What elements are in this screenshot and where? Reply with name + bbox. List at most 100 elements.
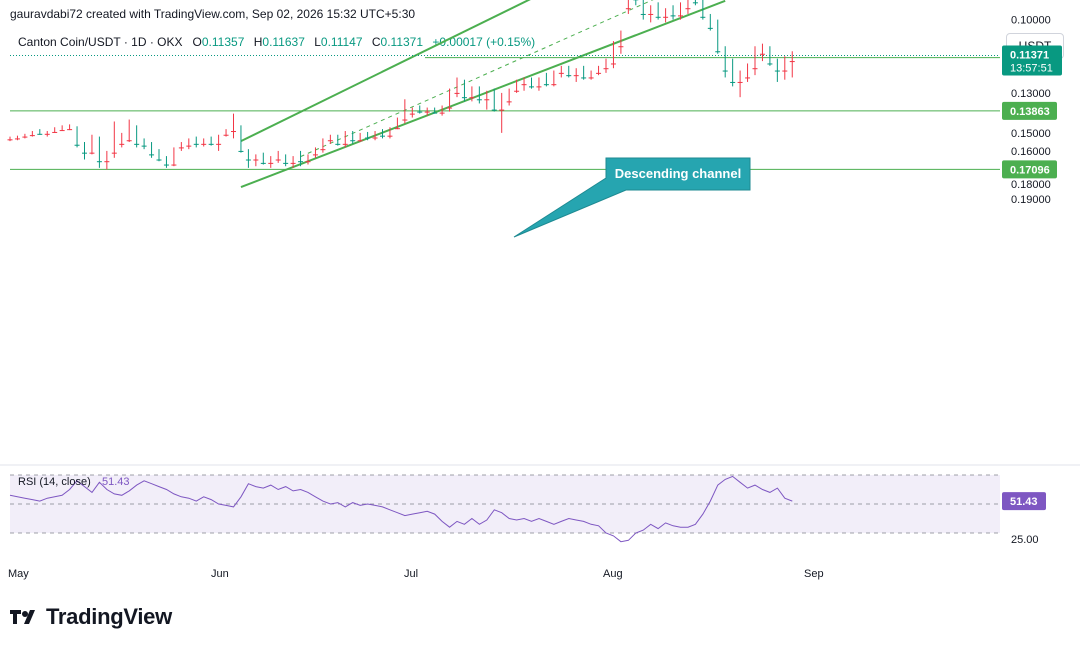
- x-tick-label: Jun: [211, 568, 229, 580]
- candle-body: [312, 154, 318, 156]
- candle-body: [52, 131, 58, 133]
- candle-body: [722, 70, 728, 72]
- candle-body: [119, 143, 125, 145]
- candle-body: [551, 84, 557, 86]
- chart-credit: gauravdabi72 created with TradingView.co…: [10, 7, 416, 21]
- candle-body: [275, 159, 281, 161]
- candle-body: [625, 8, 631, 10]
- candle-body: [14, 138, 20, 140]
- candle-body: [476, 99, 482, 101]
- candle-body: [290, 162, 296, 164]
- price-chart[interactable]: May Jun Jul Aug Sep 0.19000 0.18000 0.16000 0.15…: [0, 0, 1080, 600]
- y-tick-label: 0.15000: [1011, 128, 1051, 140]
- candle-body: [603, 68, 609, 70]
- candle-body: [454, 92, 460, 94]
- candle-body: [327, 140, 333, 142]
- candle-body: [111, 152, 117, 154]
- candle-body: [610, 63, 616, 65]
- candle-body: [566, 75, 572, 77]
- level-price-label: 0.13863: [1010, 106, 1050, 118]
- candle-body: [89, 152, 95, 154]
- rsi-value-inline: 51.43: [102, 476, 130, 488]
- low-label: L: [314, 35, 321, 49]
- candle-body: [461, 97, 467, 99]
- tradingview-logo[interactable]: TradingView: [10, 604, 172, 630]
- high-label: H: [253, 35, 263, 49]
- channel-upper-line: [240, 0, 726, 188]
- candle-body: [707, 27, 713, 29]
- rsi-value-label: 51.43: [1010, 496, 1038, 508]
- last-price-tag: [1002, 45, 1062, 76]
- candle-body: [409, 113, 415, 115]
- candle-body: [521, 84, 527, 86]
- channel-mid-line: [300, 0, 654, 158]
- annotation-text: Descending channel: [615, 166, 741, 181]
- candle-body: [59, 130, 65, 132]
- y-tick-label: 0.18000: [1011, 179, 1051, 191]
- candle-body: [678, 15, 683, 17]
- candle-body: [394, 128, 400, 130]
- rsi-title: RSI (14, close): [18, 476, 91, 488]
- annotation-callout[interactable]: [513, 157, 751, 238]
- candle-body: [82, 152, 87, 154]
- candle-body: [581, 77, 587, 79]
- candle-body: [126, 140, 132, 142]
- candle-body: [387, 135, 393, 137]
- candle-body: [149, 154, 155, 156]
- candle-body: [380, 135, 385, 137]
- candle-body: [141, 145, 147, 147]
- level-price-label: 0.17096: [1010, 164, 1050, 176]
- candle-body: [201, 143, 207, 145]
- candle-body: [529, 86, 534, 88]
- candle-body: [648, 13, 654, 15]
- candle-body: [484, 99, 490, 101]
- candle-body: [439, 112, 445, 114]
- candle-body: [789, 61, 795, 63]
- candle-body: [670, 15, 676, 17]
- candle-body: [44, 133, 50, 135]
- high-value: 0.11637: [262, 35, 305, 49]
- candle-body: [715, 51, 721, 53]
- candle-body: [663, 16, 669, 18]
- candle-body: [745, 77, 751, 79]
- candle-body: [67, 129, 73, 131]
- tradingview-logo-icon: [10, 610, 35, 624]
- candle-body: [573, 75, 579, 77]
- candle-body: [402, 119, 408, 121]
- candle-body: [96, 161, 102, 163]
- candle-body: [134, 143, 140, 145]
- candle-body: [342, 143, 348, 145]
- candle-body: [245, 159, 251, 161]
- candle-body: [253, 159, 259, 161]
- candle-body: [268, 162, 274, 164]
- level-price-tag: [1002, 101, 1057, 120]
- candle-body: [417, 111, 423, 113]
- candle-body: [506, 101, 512, 103]
- candle-body: [104, 161, 110, 163]
- candle-body: [447, 107, 453, 109]
- candle-body: [536, 86, 542, 88]
- candle-body: [424, 111, 430, 113]
- candle-body: [193, 143, 199, 145]
- candle-body: [163, 164, 169, 166]
- candle-body: [514, 90, 520, 92]
- candle-body: [37, 133, 43, 135]
- candle-body: [767, 63, 773, 65]
- last-price-label: 0.11371: [1010, 49, 1049, 61]
- candle-body: [774, 70, 780, 72]
- symbol-title: Canton Coin/USDT · 1D · OKX: [18, 35, 183, 49]
- candle-body: [208, 143, 214, 145]
- candle-body: [499, 109, 505, 111]
- open-label: O: [192, 35, 202, 49]
- candle-body: [596, 72, 602, 74]
- candle-body: [335, 143, 341, 145]
- x-tick-label: May: [8, 568, 29, 580]
- candle-body: [216, 143, 222, 145]
- open-value: 0.11357: [201, 35, 245, 49]
- candle-body: [186, 145, 192, 147]
- candle-body: [260, 162, 266, 164]
- candle-body: [752, 68, 758, 70]
- candle-body: [22, 136, 28, 138]
- x-tick-label: Jul: [404, 568, 418, 580]
- symbol-legend: Canton Coin/USDT · 1D · OKX O0.11357 H0.…: [18, 35, 541, 49]
